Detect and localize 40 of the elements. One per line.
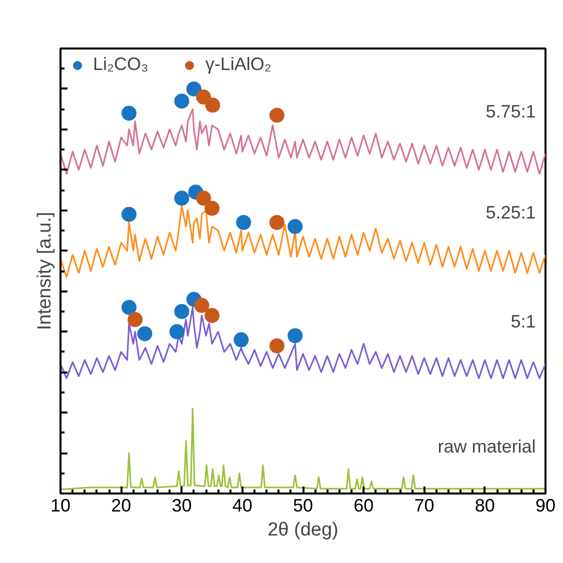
point xyxy=(174,94,190,109)
legend-label: γ-LiAlO₂ xyxy=(205,54,272,75)
point xyxy=(128,312,143,328)
point xyxy=(137,326,152,342)
x-tick-label: 20 xyxy=(111,496,132,516)
series-label: 5.75:1 xyxy=(486,101,536,122)
point xyxy=(122,106,137,121)
point xyxy=(174,304,190,319)
series-label: raw material xyxy=(438,436,536,456)
point xyxy=(196,190,212,206)
x-tick-label: 70 xyxy=(414,496,434,516)
point xyxy=(269,214,284,230)
x-tick-label: 90 xyxy=(535,496,556,516)
point xyxy=(288,328,303,344)
x-tick-label: 80 xyxy=(474,496,495,516)
point xyxy=(194,298,210,313)
point xyxy=(186,81,202,96)
point xyxy=(236,214,252,230)
point xyxy=(269,108,284,123)
series-label: 5:1 xyxy=(510,312,536,332)
y-axis-title: Intensity [a.u.] xyxy=(34,212,56,330)
point xyxy=(234,332,249,348)
point xyxy=(122,300,137,315)
point xyxy=(196,90,212,105)
x-tick-label: 40 xyxy=(232,496,252,516)
point xyxy=(122,206,137,222)
x-tick-label: 10 xyxy=(50,496,71,516)
x-tick-label: 50 xyxy=(292,496,314,516)
x-tick-label: 60 xyxy=(354,496,374,516)
point xyxy=(204,308,220,323)
legend-label: Li₂CO₃ xyxy=(93,54,148,75)
point xyxy=(288,219,303,234)
point xyxy=(269,338,284,354)
point xyxy=(169,324,184,340)
x-axis-title: 2θ (deg) xyxy=(268,520,338,540)
x-tick-label: 30 xyxy=(172,496,192,516)
point xyxy=(205,98,220,113)
point xyxy=(174,190,190,206)
series-label: 5.25:1 xyxy=(486,202,536,222)
point xyxy=(204,200,220,216)
